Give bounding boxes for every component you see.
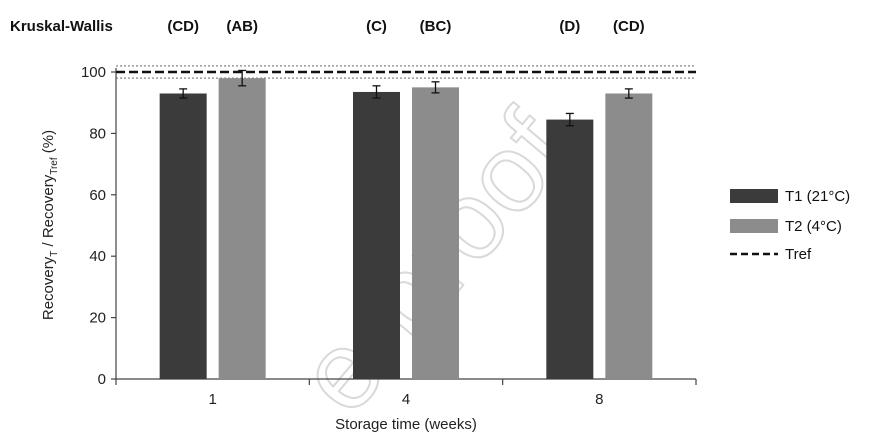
bar: [546, 119, 594, 380]
bars: [116, 69, 696, 380]
legend-swatch: [730, 189, 778, 203]
x-tick-label: 8: [595, 391, 603, 408]
legend-label: Tref: [785, 246, 812, 263]
bar: [218, 78, 266, 379]
group-letter: (CD): [613, 18, 645, 35]
group-letter: (C): [366, 18, 387, 35]
bar: [353, 91, 400, 379]
group-letter: (D): [559, 18, 580, 35]
x-tick-label: 1: [208, 391, 216, 408]
legend-label: T2 (4°C): [785, 218, 842, 235]
x-tick-label: 4: [402, 391, 410, 408]
group-label: Kruskal-Wallis: [10, 18, 113, 35]
axes: 0 20 40 60 80 100: [81, 64, 697, 388]
y-axis-label-subscript: T: [49, 251, 60, 257]
y-tick-label: 40: [89, 248, 106, 265]
group-letter: (BC): [420, 18, 452, 35]
group-letter: (AB): [226, 18, 258, 35]
y-tick-label: 60: [89, 187, 106, 204]
bar: [412, 87, 459, 379]
bar: [605, 93, 653, 380]
group-letter: (CD): [167, 18, 199, 35]
y-tick-label: 0: [98, 371, 106, 388]
y-axis-label-subscript: Tref: [49, 157, 60, 175]
y-axis-label-part: / Recovery: [40, 174, 57, 250]
bar: [159, 93, 207, 380]
y-axis-label-part: Recovery: [40, 256, 57, 320]
y-axis-label-part: (%): [40, 130, 57, 158]
labels: (CD) (AB) 1 (C) (BC) 4 (D) (CD) 8 Kruskal-Wallis S…: [10, 18, 645, 433]
y-tick-label: 80: [89, 125, 106, 142]
y-axis-label: RecoveryT / RecoveryTref (%): [40, 130, 60, 320]
y-tick-label: 100: [81, 64, 106, 81]
legend-label: T1 (21°C): [785, 188, 850, 205]
legend: T1 (21°C) T2 (4°C) Tref: [730, 188, 850, 263]
legend-swatch: [730, 219, 778, 233]
y-tick-label: 20: [89, 310, 106, 327]
x-axis-label: Storage time (weeks): [335, 416, 477, 433]
